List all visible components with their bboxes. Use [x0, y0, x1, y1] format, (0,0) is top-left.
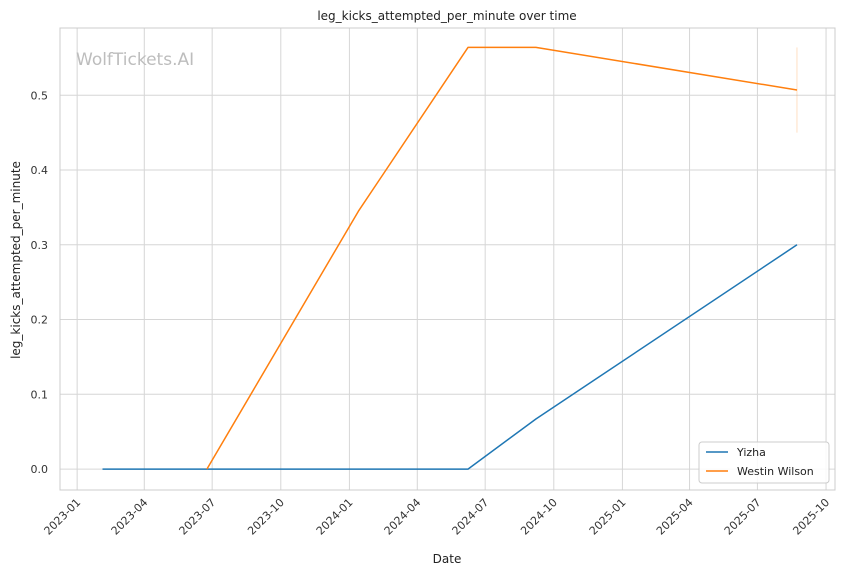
y-tick-label-0.0: 0.0: [31, 463, 49, 476]
x-tick-label-2023-10: 2023-10: [245, 496, 287, 538]
y-tick-label-0.4: 0.4: [31, 164, 49, 177]
legend: Yizha Westin Wilson: [698, 441, 830, 484]
x-tick-label-2024-07: 2024-07: [450, 496, 492, 538]
data-point-yizha-1: [467, 468, 469, 470]
y-axis-title: leg_kicks_attempted_per_minute: [9, 161, 23, 359]
data-point-westin-wilson-4: [796, 89, 798, 91]
x-tick-label-2024-04: 2024-04: [382, 496, 424, 538]
y-tick-label-0.1: 0.1: [31, 388, 49, 401]
x-tick-labels: 2023-01 2023-04 2023-07 2023-10 2024-01 2024-…: [42, 496, 833, 538]
data-point-yizha-3: [796, 244, 798, 246]
data-point-yizha-0: [102, 468, 104, 470]
legend-box: [698, 441, 830, 484]
legend-label-westin-wilson: Westin Wilson: [737, 465, 814, 478]
data-point-westin-wilson-2: [467, 47, 469, 49]
x-tick-label-2025-01: 2025-01: [587, 496, 629, 538]
x-tick-label-2025-04: 2025-04: [654, 496, 696, 538]
x-tick-label-2023-01: 2023-01: [42, 496, 84, 538]
series-line-yizha: [102, 244, 798, 470]
x-tick-label-2025-10: 2025-10: [790, 496, 832, 538]
legend-label-yizha: Yizha: [736, 446, 766, 459]
data-point-yizha-2: [535, 418, 537, 420]
chart-title: leg_kicks_attempted_per_minute over time: [317, 9, 576, 23]
x-tick-label-2024-10: 2024-10: [518, 496, 560, 538]
x-tick-label-2023-07: 2023-07: [177, 496, 219, 538]
series-line-westin-wilson: [206, 46, 798, 470]
x-axis-title: Date: [433, 552, 462, 566]
x-tick-label-2023-04: 2023-04: [109, 496, 151, 538]
data-point-westin-wilson-1: [358, 210, 360, 212]
x-tick-label-2024-01: 2024-01: [314, 496, 356, 538]
plot-area: [59, 27, 836, 491]
y-tick-label-0.5: 0.5: [31, 89, 49, 102]
y-tick-label-0.2: 0.2: [31, 314, 49, 327]
y-tick-label-0.3: 0.3: [31, 239, 49, 252]
data-point-westin-wilson-3: [535, 47, 537, 49]
data-point-westin-wilson-0: [206, 468, 208, 470]
series-lines: [102, 46, 798, 470]
x-tick-label-2025-07: 2025-07: [722, 496, 764, 538]
watermark: WolfTickets.AI: [76, 50, 194, 70]
grid: [60, 28, 835, 490]
y-tick-labels: 0.0 0.1 0.2 0.3 0.4 0.5: [31, 89, 49, 476]
